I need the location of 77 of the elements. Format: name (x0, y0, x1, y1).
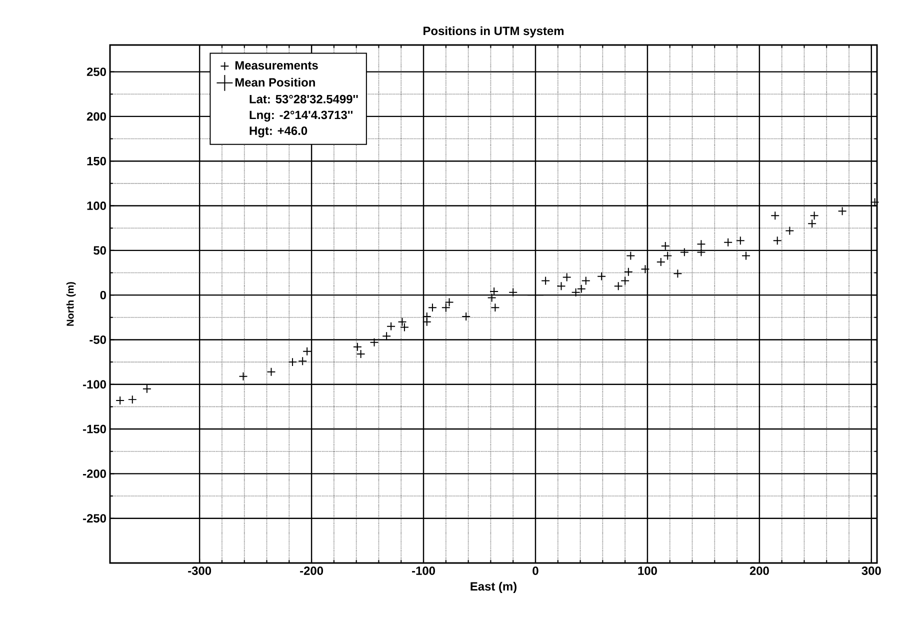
y-tick-label: 250 (86, 68, 106, 76)
point (490, 303, 500, 312)
point (614, 282, 623, 291)
point (571, 288, 580, 297)
point (576, 284, 586, 294)
legend-label: Measurements (235, 61, 318, 70)
point (422, 317, 432, 326)
point (808, 219, 817, 228)
point (810, 211, 819, 220)
point (620, 276, 630, 286)
point (696, 240, 706, 249)
point (736, 236, 745, 246)
point (462, 312, 471, 321)
point (624, 267, 633, 276)
point (302, 346, 312, 356)
point (785, 226, 794, 236)
point (581, 276, 590, 286)
point (770, 211, 780, 220)
annotation: Lat: 53°28'32.5499'' (250, 94, 358, 104)
point (116, 396, 125, 405)
point (386, 322, 396, 331)
point (288, 358, 297, 367)
x-tick-label: 100 (638, 566, 657, 575)
y-tick-label: 0 (100, 290, 106, 300)
point (673, 269, 682, 278)
point (838, 206, 847, 216)
point (508, 288, 518, 297)
y-axis-title: North (m) (66, 282, 76, 326)
point (298, 356, 308, 366)
point (640, 264, 650, 274)
y-tick-label: 200 (86, 112, 106, 121)
y-tick-label: -200 (83, 469, 106, 478)
y-tick-label: 100 (87, 202, 106, 210)
y-tick-label: -250 (83, 514, 106, 523)
point (487, 293, 496, 302)
point (742, 251, 750, 260)
x-tick-label: 300 (862, 566, 881, 576)
x-tick-label: -200 (300, 566, 324, 575)
point (656, 258, 666, 267)
point (238, 372, 248, 381)
point (626, 251, 636, 260)
point (441, 303, 450, 312)
point (562, 272, 572, 282)
point (370, 338, 379, 347)
point (352, 342, 362, 352)
y-tick-label: 150 (87, 156, 106, 166)
point (142, 384, 152, 394)
point (356, 350, 366, 358)
annotation: Hgt: +46.0 (250, 126, 308, 138)
point (444, 298, 454, 307)
x-tick-label: 200 (750, 566, 769, 575)
point (428, 303, 437, 312)
point (772, 236, 782, 246)
point (382, 332, 392, 341)
point (660, 241, 670, 250)
x-axis-title: East (m) (470, 582, 516, 593)
x-tick-label: -300 (188, 566, 212, 576)
point (680, 248, 689, 257)
y-tick-label: 50 (94, 246, 106, 255)
point (556, 282, 566, 291)
x-tick-label: -100 (412, 566, 435, 575)
point (266, 367, 276, 376)
x-tick-label: 0 (532, 566, 538, 575)
y-tick-label: -150 (83, 424, 106, 434)
point (597, 272, 606, 281)
point (422, 312, 432, 321)
legend-label: Mean Position (235, 78, 315, 87)
annotation: Lng: -2°14'4.3713'' (250, 110, 352, 122)
point (128, 395, 137, 404)
point (724, 238, 733, 247)
point (541, 276, 550, 286)
point (696, 248, 706, 257)
point (870, 198, 880, 207)
y-tick-label: -50 (90, 335, 106, 344)
y-tick-label: -100 (83, 380, 106, 389)
chart-title: Positions in UTM system (424, 26, 564, 38)
point (663, 251, 672, 260)
